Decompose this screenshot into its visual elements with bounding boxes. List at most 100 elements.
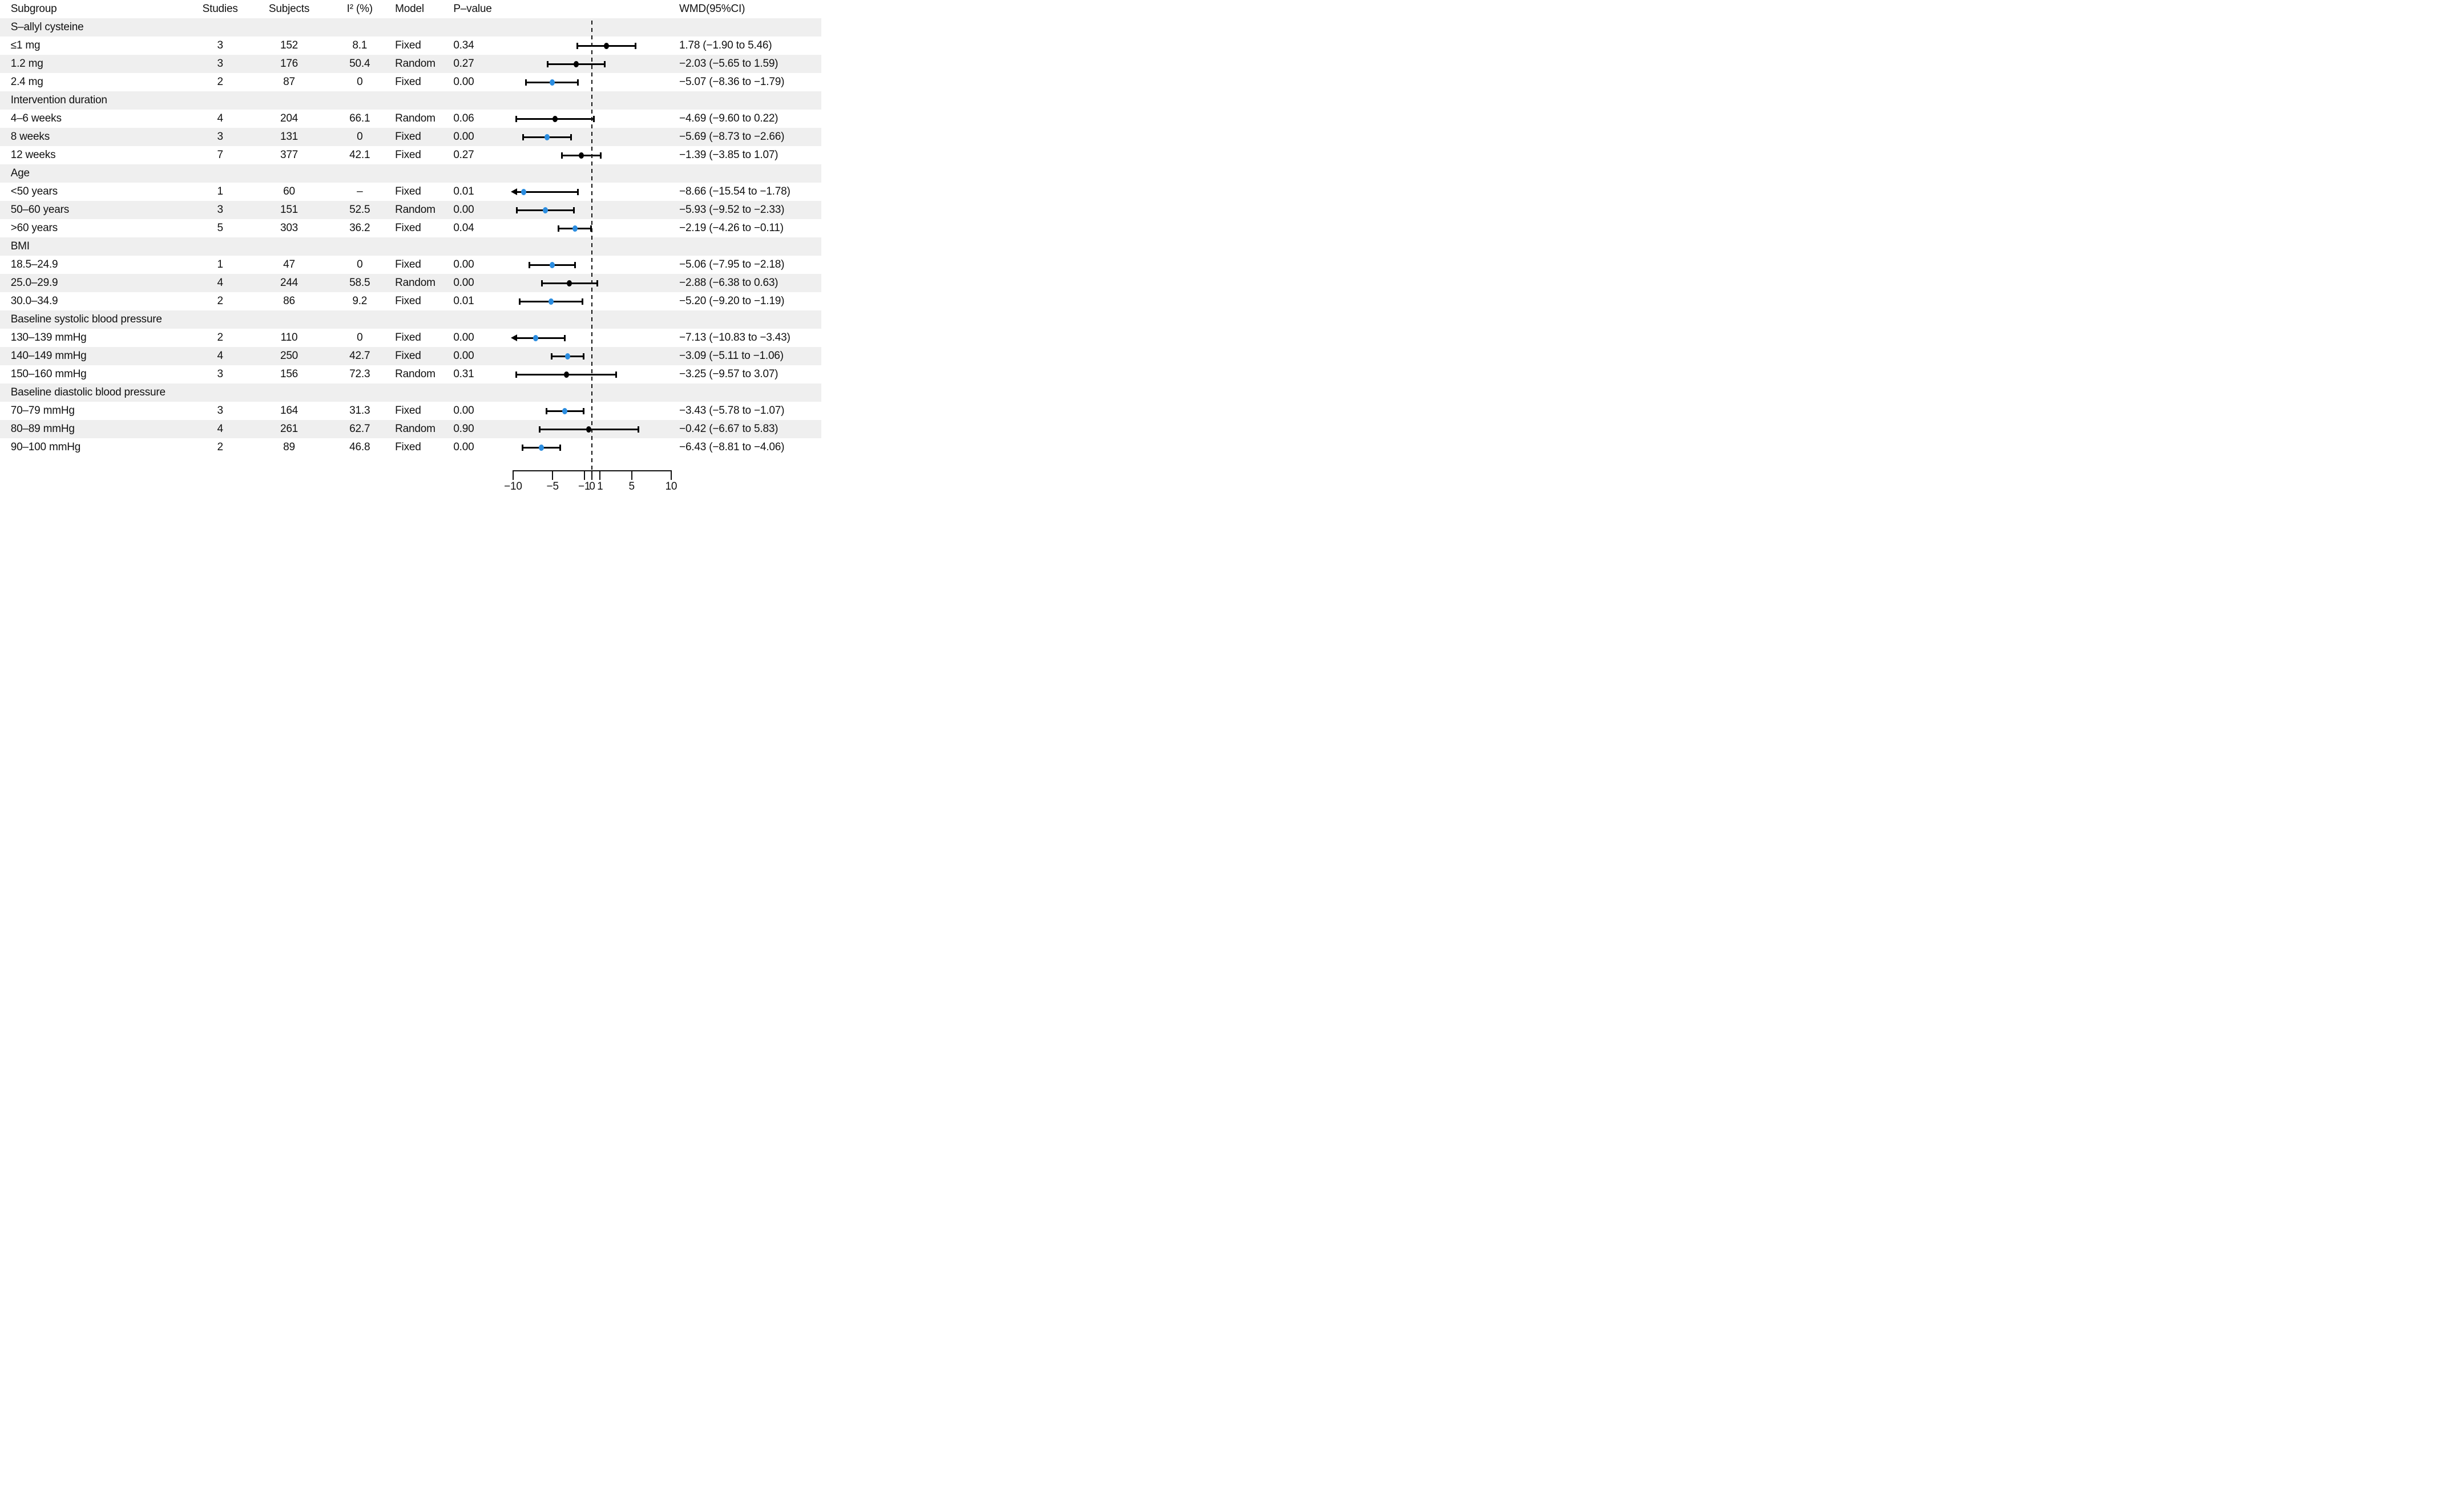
ci-cap-right <box>615 371 618 378</box>
cell-wmd-ci: −3.09 (−5.11 to −1.06) <box>679 350 784 362</box>
axis-tick-label: −5 <box>546 480 559 492</box>
table-row: 70–79 mmHg 3 164 31.3 Fixed 0.00 −3.43 (−5.78 … <box>0 402 821 420</box>
cell-subjects: 87 <box>283 76 295 88</box>
cell-p-value: 0.00 <box>453 441 474 453</box>
point-estimate-dot <box>545 134 550 140</box>
point-estimate-dot <box>521 188 526 195</box>
table-row: 30.0–34.9 2 86 9.2 Fixed 0.01 −5.20 (−9.20 to … <box>0 292 821 310</box>
ci-cap-left <box>551 353 553 360</box>
forest-cell <box>513 37 671 55</box>
section-label: BMI <box>10 240 30 252</box>
cell-p-value: 0.27 <box>453 149 474 161</box>
cell-subgroup: 1.2 mg <box>10 58 43 70</box>
column-header-row: Subgroup Studies Subjects I² (%) Model P… <box>0 0 821 18</box>
cell-subgroup: 4–6 weeks <box>10 112 62 124</box>
cell-p-value: 0.27 <box>453 58 474 70</box>
cell-studies: 2 <box>217 295 223 307</box>
ci-cap-left <box>516 207 518 213</box>
cell-p-value: 0.34 <box>453 39 474 51</box>
cell-model: Fixed <box>395 149 421 161</box>
cell-model: Random <box>395 368 435 380</box>
cell-i-squared: 0 <box>357 76 363 88</box>
cell-subjects: 164 <box>280 405 299 417</box>
cell-p-value: 0.90 <box>453 423 474 435</box>
cell-wmd-ci: −0.42 (−6.67 to 5.83) <box>679 423 779 435</box>
forest-cell <box>513 420 671 438</box>
section-row: Baseline systolic blood pressure <box>0 310 821 329</box>
forest-cell <box>513 402 671 420</box>
section-row: Intervention duration <box>0 91 821 110</box>
cell-subgroup: 25.0–29.9 <box>10 277 58 289</box>
cell-i-squared: 8.1 <box>352 39 368 51</box>
table-row: 1.2 mg 3 176 50.4 Random 0.27 −2.03 (−5.65 to … <box>0 55 821 73</box>
ci-cap-right <box>590 225 592 232</box>
cell-studies: 3 <box>217 204 223 216</box>
ci-arrow-left-icon <box>510 188 517 195</box>
rows-container: S–allyl cysteine ≤1 mg 3 152 8.1 Fixed 0.34 1.7… <box>0 18 821 457</box>
cell-p-value: 0.06 <box>453 112 474 124</box>
point-estimate-dot <box>586 426 592 433</box>
ci-cap-right <box>603 60 606 67</box>
cell-i-squared: 62.7 <box>349 423 370 435</box>
cell-studies: 4 <box>217 350 223 362</box>
cell-wmd-ci: −3.25 (−9.57 to 3.07) <box>679 368 779 380</box>
ci-cap-left <box>521 444 523 451</box>
ci-cap-left <box>545 407 547 414</box>
point-estimate-dot <box>549 79 555 86</box>
cell-subjects: 244 <box>280 277 299 289</box>
point-estimate-dot <box>542 207 548 213</box>
point-estimate-dot <box>562 407 568 414</box>
cell-studies: 3 <box>217 131 223 143</box>
cell-subjects: 151 <box>280 204 299 216</box>
ci-cap-left <box>557 225 559 232</box>
cell-wmd-ci: −2.88 (−6.38 to 0.63) <box>679 277 779 289</box>
forest-cell <box>513 365 671 383</box>
cell-subgroup: 150–160 mmHg <box>10 368 87 380</box>
cell-subjects: 303 <box>280 222 299 234</box>
cell-subjects: 60 <box>283 185 295 197</box>
cell-subjects: 204 <box>280 112 299 124</box>
ci-cap-left <box>541 280 543 286</box>
axis-tick-label: −1 <box>578 480 591 492</box>
table-row: 12 weeks 7 377 42.1 Fixed 0.27 −1.39 (−3.85 to… <box>0 146 821 164</box>
cell-subgroup: 8 weeks <box>10 131 50 143</box>
ci-cap-right <box>577 79 579 86</box>
cell-model: Random <box>395 58 435 70</box>
cell-subgroup: 18.5–24.9 <box>10 259 58 270</box>
ci-cap-right <box>574 261 576 268</box>
point-estimate-dot <box>603 42 609 49</box>
cell-subjects: 110 <box>280 332 298 344</box>
cell-subjects: 176 <box>280 58 299 70</box>
forest-cell <box>510 183 671 201</box>
table-row: 90–100 mmHg 2 89 46.8 Fixed 0.00 −6.43 (−8.81 … <box>0 438 821 457</box>
ci-cap-left <box>515 371 518 378</box>
axis-tick <box>670 470 672 480</box>
cell-p-value: 0.00 <box>453 204 474 216</box>
cell-p-value: 0.00 <box>453 259 474 270</box>
forest-cell <box>510 329 671 347</box>
cell-model: Fixed <box>395 131 421 143</box>
cell-i-squared: 0 <box>357 131 363 143</box>
table-row: 150–160 mmHg 3 156 72.3 Random 0.31 −3.25 (−9.… <box>0 365 821 383</box>
table-row: 80–89 mmHg 4 261 62.7 Random 0.90 −0.42 (−6.67… <box>0 420 821 438</box>
cell-wmd-ci: −5.07 (−8.36 to −1.79) <box>679 76 785 88</box>
cell-subgroup: >60 years <box>10 222 58 234</box>
cell-wmd-ci: −2.03 (−5.65 to 1.59) <box>679 58 779 70</box>
ci-cap-right <box>572 207 575 213</box>
point-estimate-dot <box>533 334 539 341</box>
table-row: <50 years 1 60 – Fixed 0.01 −8.66 (−15.54 to −… <box>0 183 821 201</box>
cell-p-value: 0.00 <box>453 131 474 143</box>
point-estimate-dot <box>549 261 555 268</box>
cell-wmd-ci: −6.43 (−8.81 to −4.06) <box>679 441 785 453</box>
cell-model: Fixed <box>395 39 421 51</box>
ci-cap-right <box>592 115 595 122</box>
table-row: 50–60 years 3 151 52.5 Random 0.00 −5.93 (−9.5… <box>0 201 821 219</box>
cell-subgroup: 50–60 years <box>10 204 70 216</box>
cell-p-value: 0.00 <box>453 350 474 362</box>
point-estimate-dot <box>538 444 544 451</box>
cell-model: Fixed <box>395 295 421 307</box>
point-estimate-dot <box>565 353 571 360</box>
ci-cap-left <box>522 134 525 140</box>
cell-subgroup: 130–139 mmHg <box>10 332 87 344</box>
cell-wmd-ci: −5.93 (−9.52 to −2.33) <box>679 204 785 216</box>
